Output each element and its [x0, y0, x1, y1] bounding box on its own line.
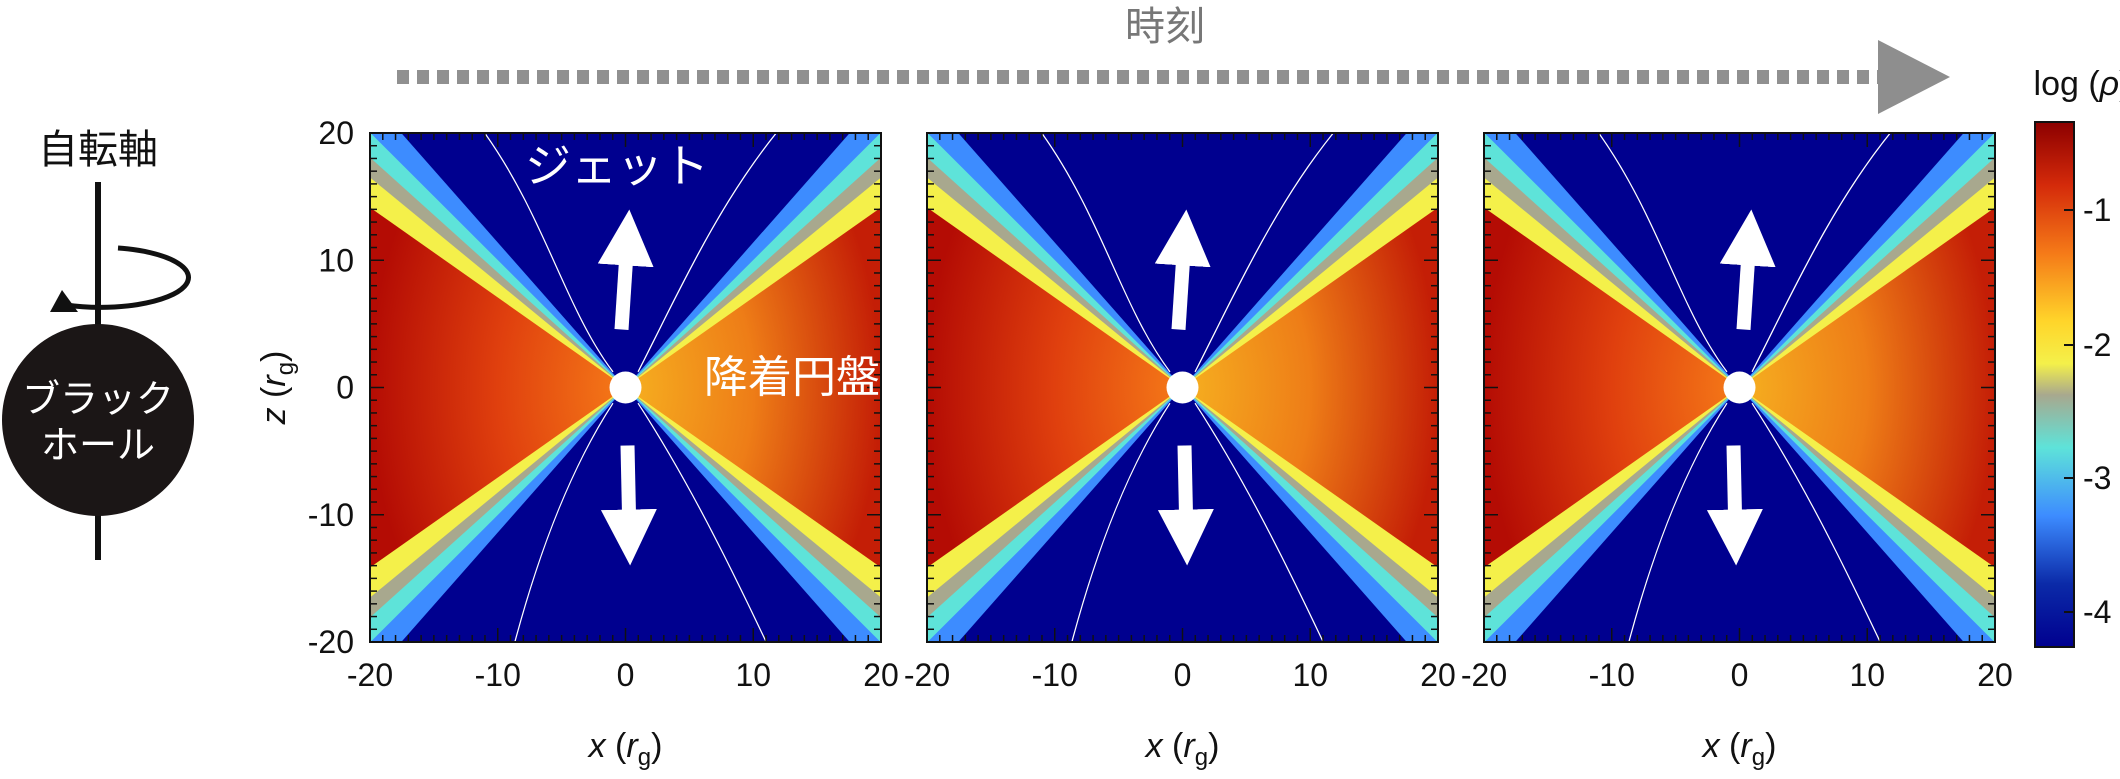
x-tick-label: -10: [1032, 657, 1078, 693]
colorbar-tick-label: -1: [2083, 192, 2111, 228]
disk-right: [1739, 207, 1995, 568]
jet-label: ジェット: [525, 140, 709, 192]
x-tick-label: -20: [347, 657, 393, 693]
z-tick-label: -10: [308, 497, 354, 533]
jet-arrow-up: [597, 209, 654, 330]
disk-left: [927, 207, 1183, 568]
disk-right: [625, 207, 881, 568]
z-axis: 20 10 0 -10 -20 z (rg): [255, 115, 354, 660]
x-tick-label: 20: [863, 657, 899, 693]
disk-right: [1182, 207, 1438, 568]
panel-3: -20 -10 0 10 20 x (rg): [1461, 132, 2013, 771]
density-map: [370, 133, 881, 642]
z-tick-label: 20: [318, 115, 354, 151]
time-label: 時刻: [1125, 5, 1205, 49]
colorbar-title: log (ρ): [2034, 65, 2120, 103]
x-tick-label: 0: [1731, 657, 1749, 693]
density-map: [1484, 133, 1995, 642]
z-axis-label: z (rg): [255, 351, 299, 426]
black-hole-marker: [1166, 371, 1199, 404]
colorbar-tick-label: -4: [2083, 594, 2111, 630]
black-hole-icon: [2, 324, 194, 516]
x-axis-label: x (rg): [1144, 727, 1220, 771]
x-tick-label: 0: [1174, 657, 1192, 693]
jet-arrow-down: [1706, 445, 1763, 566]
x-tick-label: 10: [735, 657, 771, 693]
panel-2: -20 -10 0 10 20 x (rg): [904, 132, 1456, 771]
jet-arrow-down: [1157, 445, 1214, 566]
x-axis-label: x (rg): [1701, 727, 1777, 771]
z-tick-label: -20: [308, 624, 354, 660]
x-tick-label: -10: [475, 657, 521, 693]
black-hole-label-line1: ブラック: [22, 379, 174, 421]
jet-arrow-down: [600, 445, 657, 566]
spin-arrowhead-icon: [50, 290, 78, 312]
z-tick-label: 0: [336, 370, 354, 406]
colorbar-ticks: -1 -2 -3 -4: [2064, 192, 2111, 630]
disk-left: [370, 207, 626, 568]
disk-left: [1484, 207, 1740, 568]
x-tick-label: 10: [1292, 657, 1328, 693]
x-tick-label: 10: [1849, 657, 1885, 693]
black-hole-marker: [1723, 371, 1756, 404]
spin-arrow-icon: [65, 245, 191, 310]
z-tick-label: 10: [318, 242, 354, 278]
panels-group: -20 -10 0 10 20 x (rg) -20 -10 0 10 20 x (rg) -20 -10…: [255, 115, 2013, 771]
x-tick-label: 20: [1977, 657, 2013, 693]
black-hole-label-line2: ホール: [41, 425, 155, 467]
x-tick-label: 0: [617, 657, 635, 693]
accretion-disk-label: 降着円盤: [704, 353, 880, 402]
panel-1: -20 -10 0 10 20 x (rg): [347, 132, 899, 771]
colorbar: [2034, 121, 2075, 648]
x-tick-label: -20: [1461, 657, 1507, 693]
jet-arrow-up: [1154, 209, 1211, 330]
colorbar-tick-label: -3: [2083, 460, 2111, 496]
black-hole-marker: [609, 371, 642, 404]
x-tick-label: 20: [1420, 657, 1456, 693]
x-tick-label: -10: [1589, 657, 1635, 693]
x-tick-label: -20: [904, 657, 950, 693]
x-axis-label: x (rg): [587, 727, 663, 771]
time-arrow-head: [1878, 40, 1950, 114]
jet-arrow-up: [1719, 209, 1776, 330]
colorbar-tick-label: -2: [2083, 327, 2111, 363]
density-map: [927, 133, 1438, 642]
rotation-axis-label: 自転軸: [38, 128, 158, 172]
